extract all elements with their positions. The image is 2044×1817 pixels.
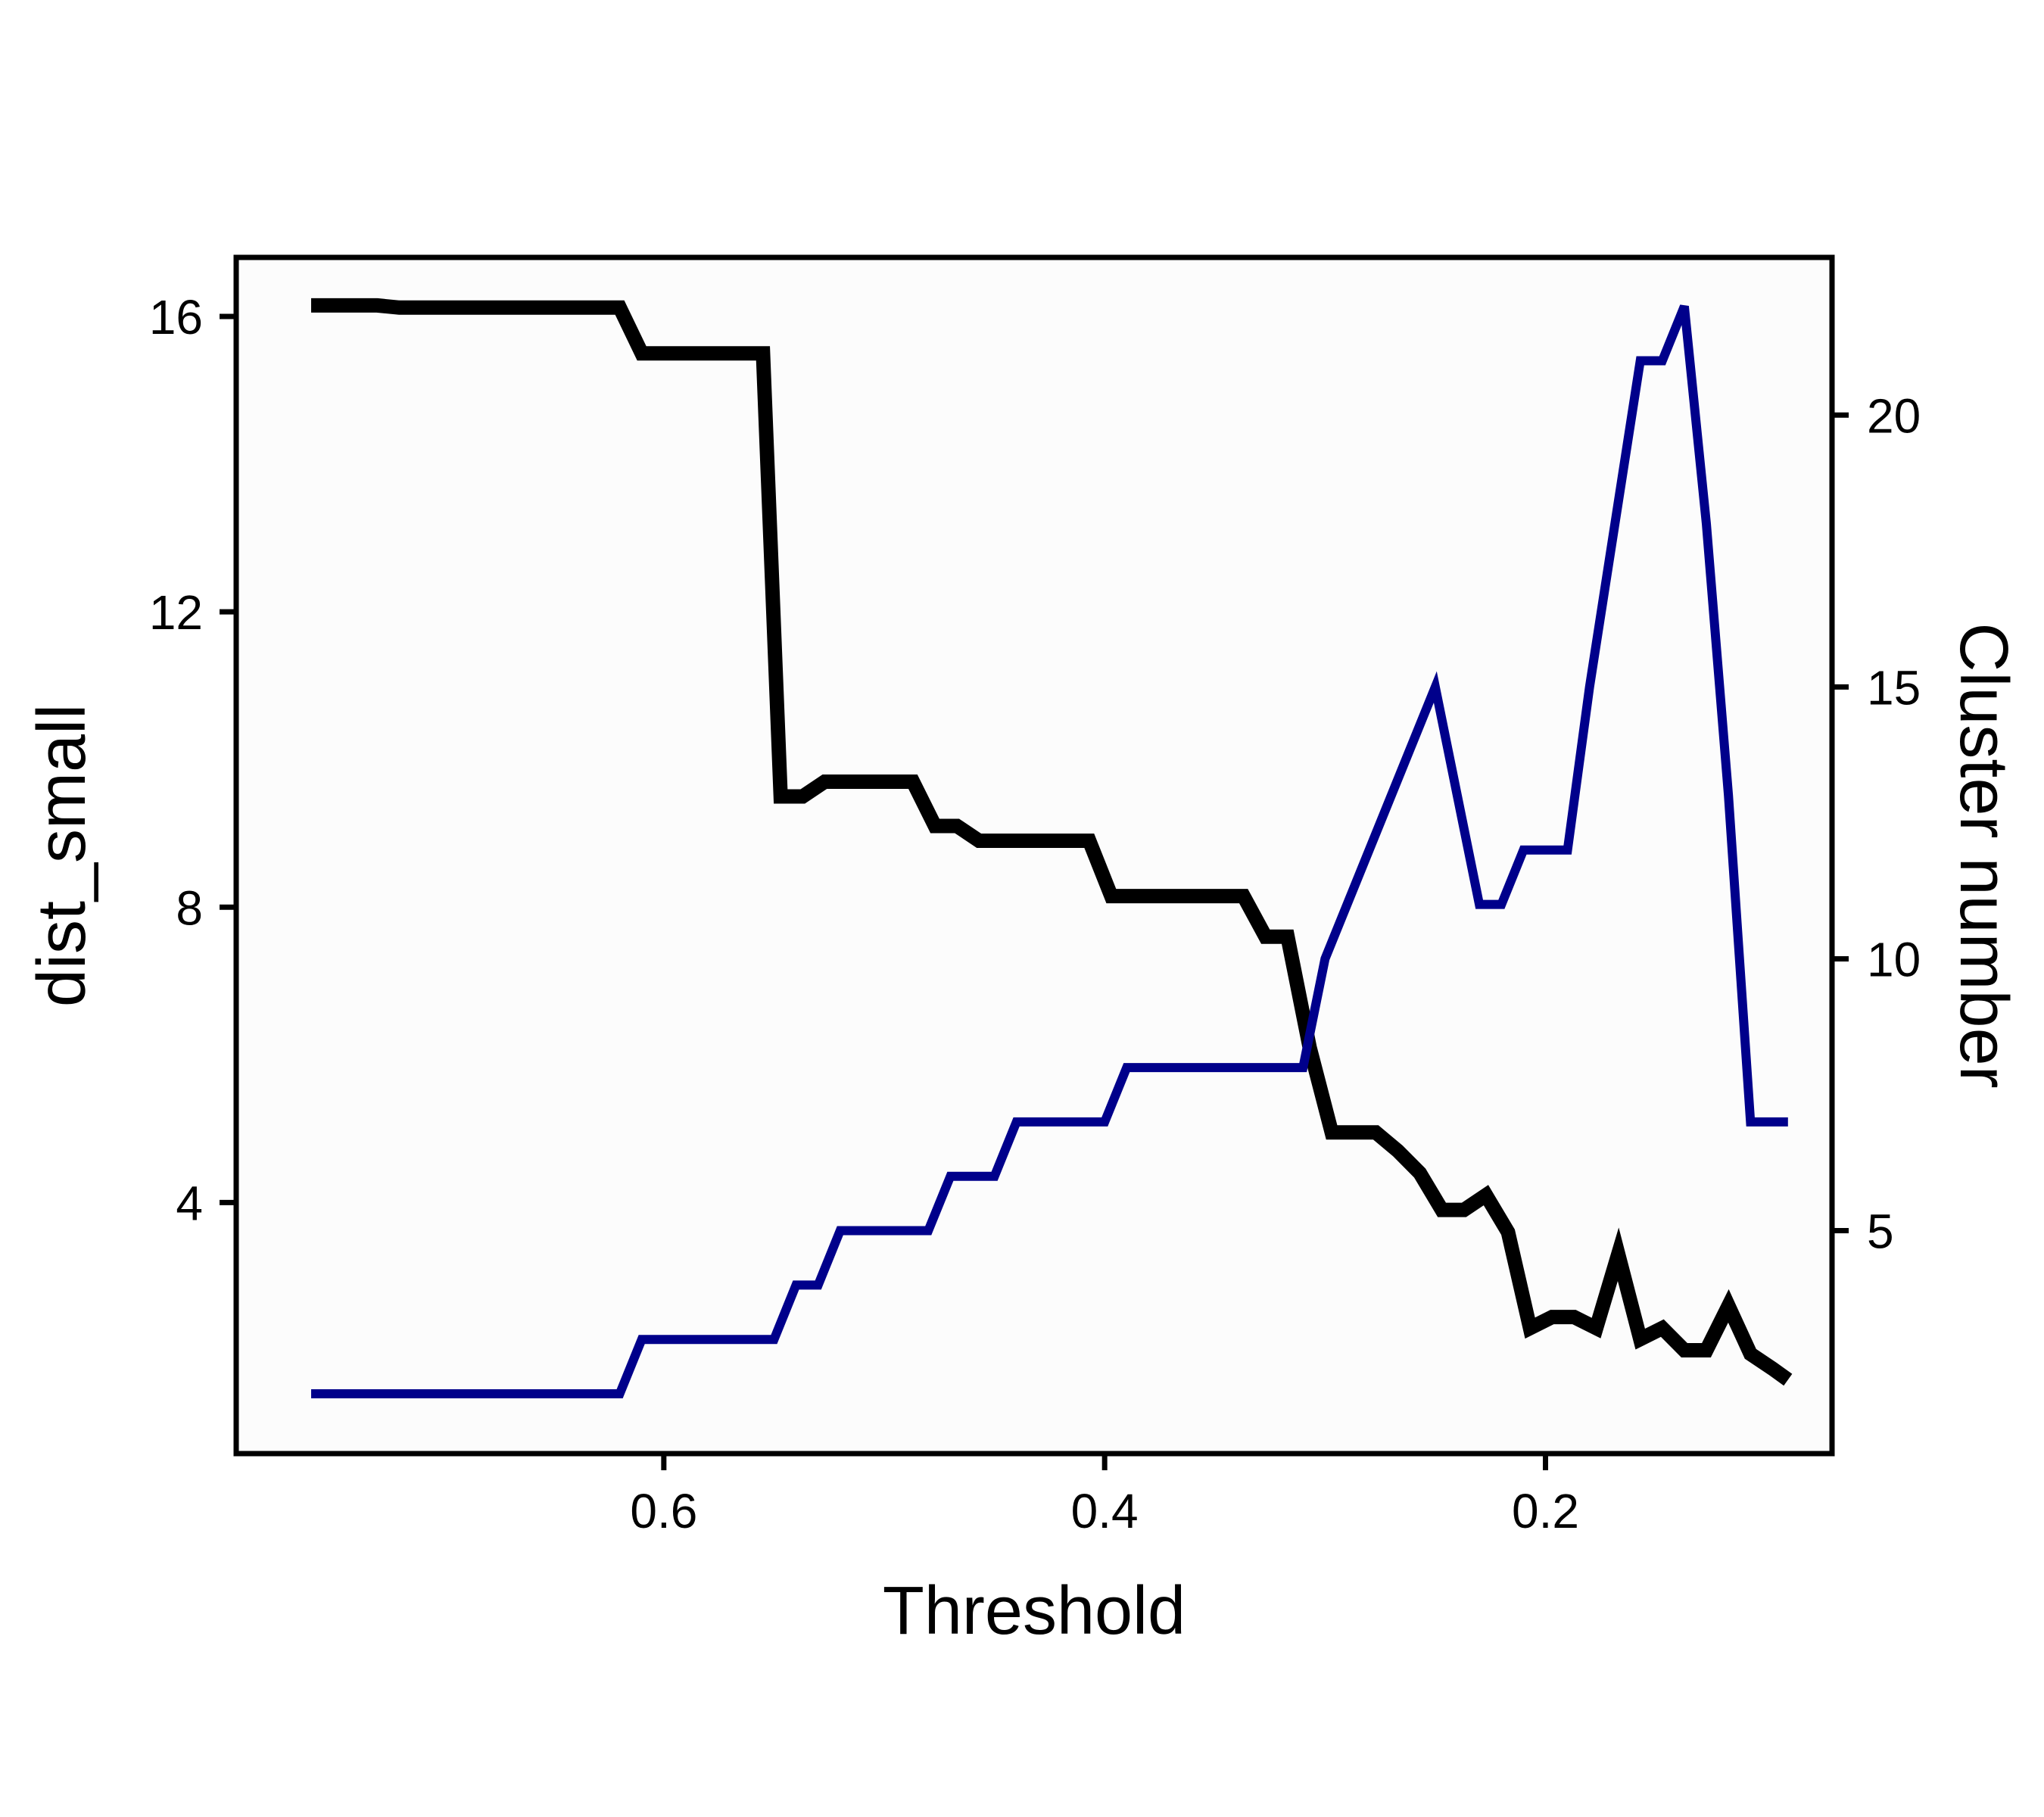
y-right-tick-label: 5 [1867,1205,1894,1259]
y-left-tick-label: 4 [176,1176,203,1230]
plot-background [236,257,1832,1454]
plot-frame [233,254,1835,1457]
x-axis-title: Threshold [883,1573,1186,1649]
y-right-tick-label: 15 [1867,660,1921,715]
y-right-tick-label: 20 [1867,388,1921,443]
y-axis-right-title: Cluster number [1946,622,2021,1088]
y-left-tick-label: 16 [149,290,203,344]
y-axis-left: 4 8 12 16 [149,290,236,1230]
y-axis-left-title: dist_small [24,704,100,1007]
y-left-tick-label: 12 [149,585,203,640]
x-tick-label: 0.6 [630,1484,697,1538]
y-right-tick-label: 10 [1867,932,1921,986]
x-axis: 0.6 0.4 0.2 [630,1454,1579,1538]
y-left-tick-label: 8 [176,880,203,935]
x-tick-label: 0.4 [1071,1484,1139,1538]
series-line-dist-small [311,298,1793,1386]
series-layer [311,298,1793,1398]
y-axis-right: 5 10 15 20 [1832,388,1921,1259]
series-line-cluster-number [311,304,1788,1398]
x-tick-label: 0.2 [1512,1484,1579,1538]
